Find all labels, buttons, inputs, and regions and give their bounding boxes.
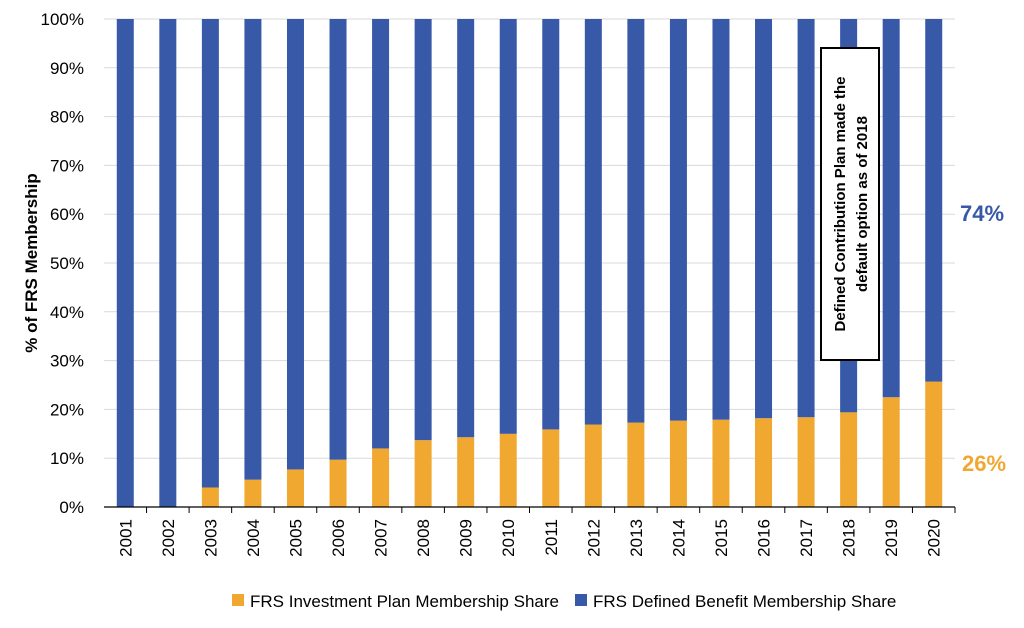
y-axis-label: % of FRS Membership <box>22 173 41 352</box>
bar-segment-investment-plan <box>669 420 687 507</box>
end-label-defined-benefit: 74% <box>960 201 1004 226</box>
legend-swatch-investment-plan <box>232 594 244 606</box>
bar-segment-investment-plan <box>201 487 219 507</box>
bar-segment-investment-plan <box>797 417 815 507</box>
y-tick-label: 40% <box>50 303 84 322</box>
bar-segment-defined-benefit <box>201 19 219 488</box>
bar-segment-investment-plan <box>286 469 304 507</box>
y-tick-label: 30% <box>50 352 84 371</box>
legend-swatch-defined-benefit <box>575 594 587 606</box>
annotation-box <box>820 47 880 361</box>
bar-segment-defined-benefit <box>797 19 815 418</box>
x-tick-label: 2017 <box>797 519 816 557</box>
x-tick-label: 2006 <box>329 519 348 557</box>
bar-segment-defined-benefit <box>755 19 773 419</box>
bar-segment-defined-benefit <box>159 19 177 507</box>
bar-segment-defined-benefit <box>669 19 687 421</box>
bar-segment-defined-benefit <box>286 19 304 470</box>
bar-segment-investment-plan <box>414 440 432 507</box>
bar-segment-investment-plan <box>542 429 560 507</box>
x-tick-label: 2013 <box>627 519 646 557</box>
x-tick-label: 2012 <box>584 519 603 557</box>
bar-segment-investment-plan <box>457 437 475 507</box>
x-tick-label: 2004 <box>244 519 263 557</box>
x-tick-label: 2001 <box>116 519 135 557</box>
x-tick-label: 2015 <box>712 519 731 557</box>
x-tick-label: 2018 <box>840 519 859 557</box>
bar-segment-investment-plan <box>882 397 900 507</box>
annotation-text: Defined Contribution Plan made the <box>832 76 849 331</box>
y-tick-label: 70% <box>50 156 84 175</box>
bar-segment-defined-benefit <box>627 19 645 423</box>
y-tick-label: 20% <box>50 400 84 419</box>
bar-segment-investment-plan <box>840 412 858 507</box>
bar-segment-defined-benefit <box>499 19 517 434</box>
bar-segment-investment-plan <box>925 381 943 507</box>
x-tick-label: 2020 <box>925 519 944 557</box>
y-tick-label: 60% <box>50 205 84 224</box>
end-label-investment-plan: 26% <box>962 451 1006 476</box>
x-tick-label: 2014 <box>669 519 688 557</box>
x-tick-label: 2005 <box>286 519 305 557</box>
x-tick-label: 2016 <box>755 519 774 557</box>
y-tick-label: 80% <box>50 108 84 127</box>
x-tick-label: 2003 <box>201 519 220 557</box>
bar-segment-defined-benefit <box>584 19 602 425</box>
x-tick-label: 2008 <box>414 519 433 557</box>
bar-segment-investment-plan <box>584 424 602 507</box>
bar-segment-defined-benefit <box>244 19 262 480</box>
bar-segment-defined-benefit <box>457 19 475 438</box>
y-tick-label: 0% <box>59 498 84 517</box>
bar-segment-defined-benefit <box>414 19 432 441</box>
x-tick-label: 2009 <box>457 519 476 557</box>
x-tick-label: 2002 <box>159 519 178 557</box>
bar-segment-investment-plan <box>329 459 347 507</box>
bar-segment-defined-benefit <box>372 19 390 449</box>
bar-segment-investment-plan <box>499 433 517 507</box>
bar-segment-defined-benefit <box>542 19 560 430</box>
x-tick-label: 2011 <box>542 519 561 556</box>
legend-label-defined-benefit: FRS Defined Benefit Membership Share <box>593 592 896 611</box>
bar-segment-investment-plan <box>712 419 730 507</box>
annotation-text: default option as of 2018 <box>854 116 871 292</box>
bar-segment-investment-plan <box>372 448 390 507</box>
bar-segment-defined-benefit <box>882 19 900 398</box>
y-tick-label: 90% <box>50 59 84 78</box>
legend-label-investment-plan: FRS Investment Plan Membership Share <box>250 592 559 611</box>
bar-segment-defined-benefit <box>925 19 943 382</box>
y-tick-label: 100% <box>41 10 84 29</box>
bar-segment-defined-benefit <box>712 19 730 420</box>
x-tick-label: 2010 <box>499 519 518 557</box>
bar-segment-investment-plan <box>244 479 262 507</box>
bar-segment-investment-plan <box>627 422 645 507</box>
bar-segment-investment-plan <box>755 418 773 507</box>
x-tick-label: 2019 <box>882 519 901 557</box>
y-tick-label: 10% <box>50 449 84 468</box>
x-tick-label: 2007 <box>372 519 391 557</box>
y-tick-label: 50% <box>50 254 84 273</box>
bar-segment-defined-benefit <box>329 19 347 460</box>
bar-segment-defined-benefit <box>116 19 134 507</box>
